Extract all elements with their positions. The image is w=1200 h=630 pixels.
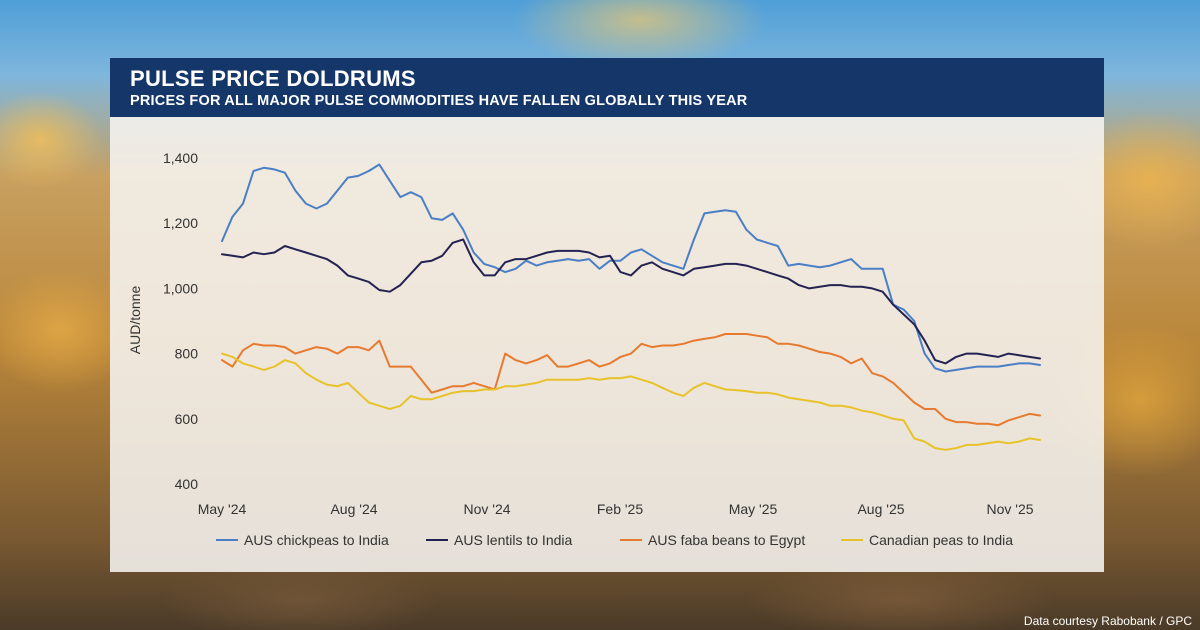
x-tick-label: Nov '24 xyxy=(463,501,510,517)
y-tick-label: 600 xyxy=(175,411,199,427)
y-axis-label: AUD/tonne xyxy=(127,286,143,355)
x-tick-label: Nov '25 xyxy=(986,501,1033,517)
y-tick-label: 1,200 xyxy=(163,215,198,231)
series-line-1 xyxy=(221,163,1041,373)
x-tick-label: Feb '25 xyxy=(597,501,643,517)
chart-title: PULSE PRICE DOLDRUMS xyxy=(130,66,416,91)
legend-label: AUS faba beans to Egypt xyxy=(648,532,805,548)
y-tick-label: 1,000 xyxy=(163,280,198,296)
legend-label: Canadian peas to India xyxy=(869,532,1013,548)
data-credit: Data courtesy Rabobank / GPC xyxy=(1023,614,1192,628)
legend-label: AUS lentils to India xyxy=(454,532,572,548)
y-tick-label: 1,400 xyxy=(163,150,198,166)
y-tick-label: 400 xyxy=(175,476,199,492)
line-chart: 400 600 800 1,000 1,200 1,400 AUD/tonne May '24… xyxy=(127,150,1041,548)
x-tick-label: May '25 xyxy=(729,501,778,517)
x-tick-label: Aug '24 xyxy=(330,501,377,517)
chart-card: PULSE PRICE DOLDRUMS PRICES FOR ALL MAJO… xyxy=(110,58,1104,572)
x-tick-label: Aug '25 xyxy=(857,501,904,517)
legend-label: AUS chickpeas to India xyxy=(244,532,389,548)
series-line-4 xyxy=(221,352,1041,451)
x-tick-label: May '24 xyxy=(198,501,247,517)
chart-subtitle: PRICES FOR ALL MAJOR PULSE COMMODITIES H… xyxy=(130,93,748,109)
series-line-3 xyxy=(221,333,1041,427)
series-line-2 xyxy=(221,238,1041,365)
chart-header: PULSE PRICE DOLDRUMS PRICES FOR ALL MAJO… xyxy=(110,58,1104,117)
y-tick-label: 800 xyxy=(175,346,199,362)
